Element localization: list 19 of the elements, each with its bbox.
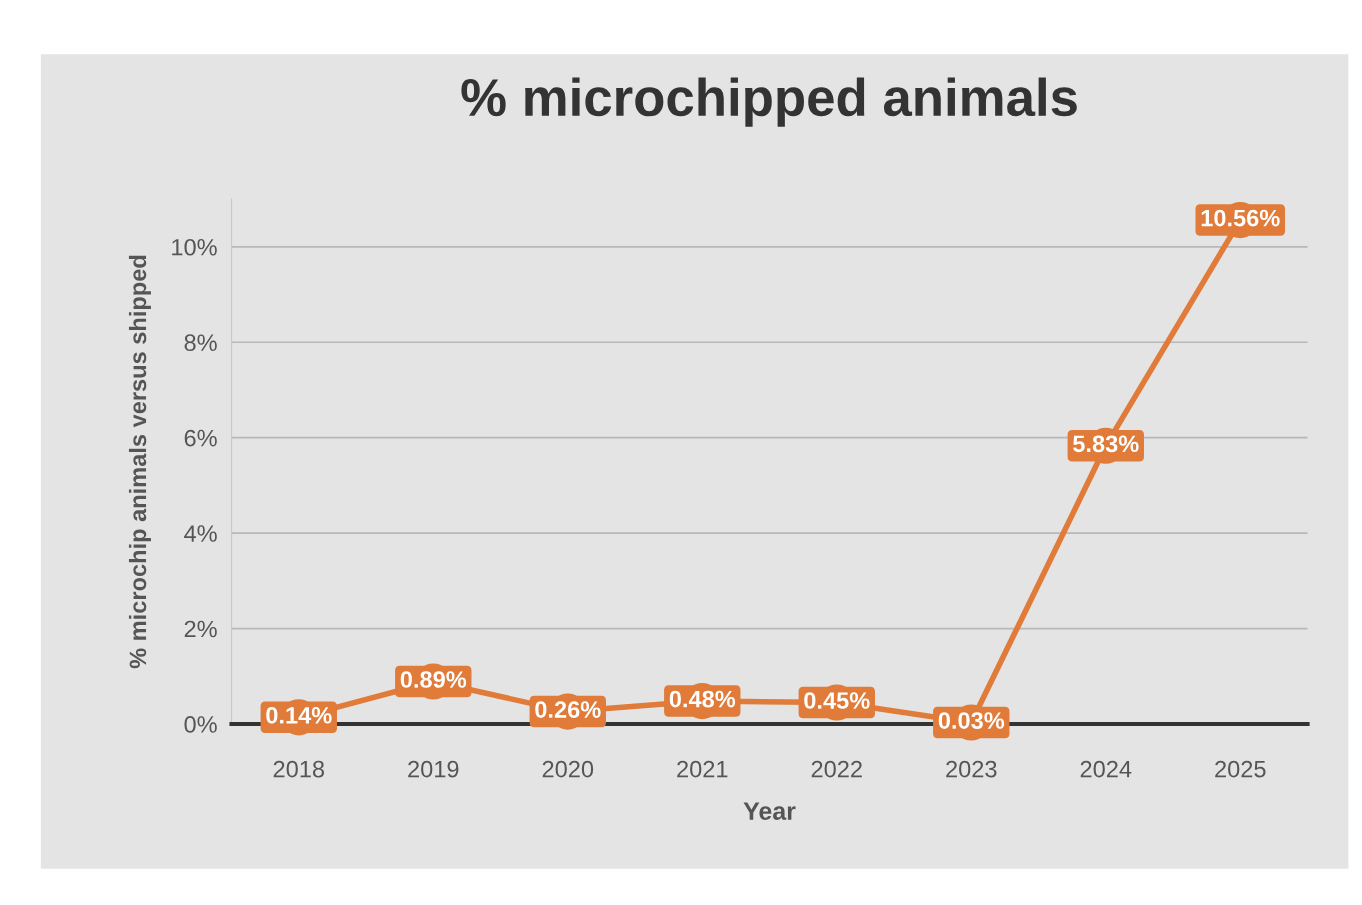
x-tick-label: 2019: [408, 760, 459, 778]
x-tick-label: 2024: [1080, 760, 1132, 778]
y-axis-title: % microchip animals versus shipped: [128, 255, 151, 669]
x-axis-title: Year: [743, 802, 796, 820]
x-tick-label: 2018: [273, 760, 325, 778]
y-tick-label: 0%: [184, 716, 217, 733]
x-tick-label: 2023: [946, 760, 997, 778]
x-tick-label: 2021: [677, 760, 728, 778]
data-label: 0.03%: [938, 712, 1005, 729]
x-tick-label: 2025: [1215, 760, 1266, 778]
y-tick-label: 10%: [172, 238, 217, 256]
data-label: 5.83%: [1073, 435, 1139, 453]
y-tick-label: 6%: [184, 429, 217, 447]
y-tick-label: 4%: [184, 525, 217, 542]
x-tick-label: 2022: [811, 760, 862, 778]
x-tick-label: 2020: [542, 760, 594, 778]
chart-title: % microchipped animals: [461, 77, 1077, 127]
y-tick-label: 2%: [184, 620, 217, 638]
y-tick-label: 8%: [184, 334, 217, 352]
